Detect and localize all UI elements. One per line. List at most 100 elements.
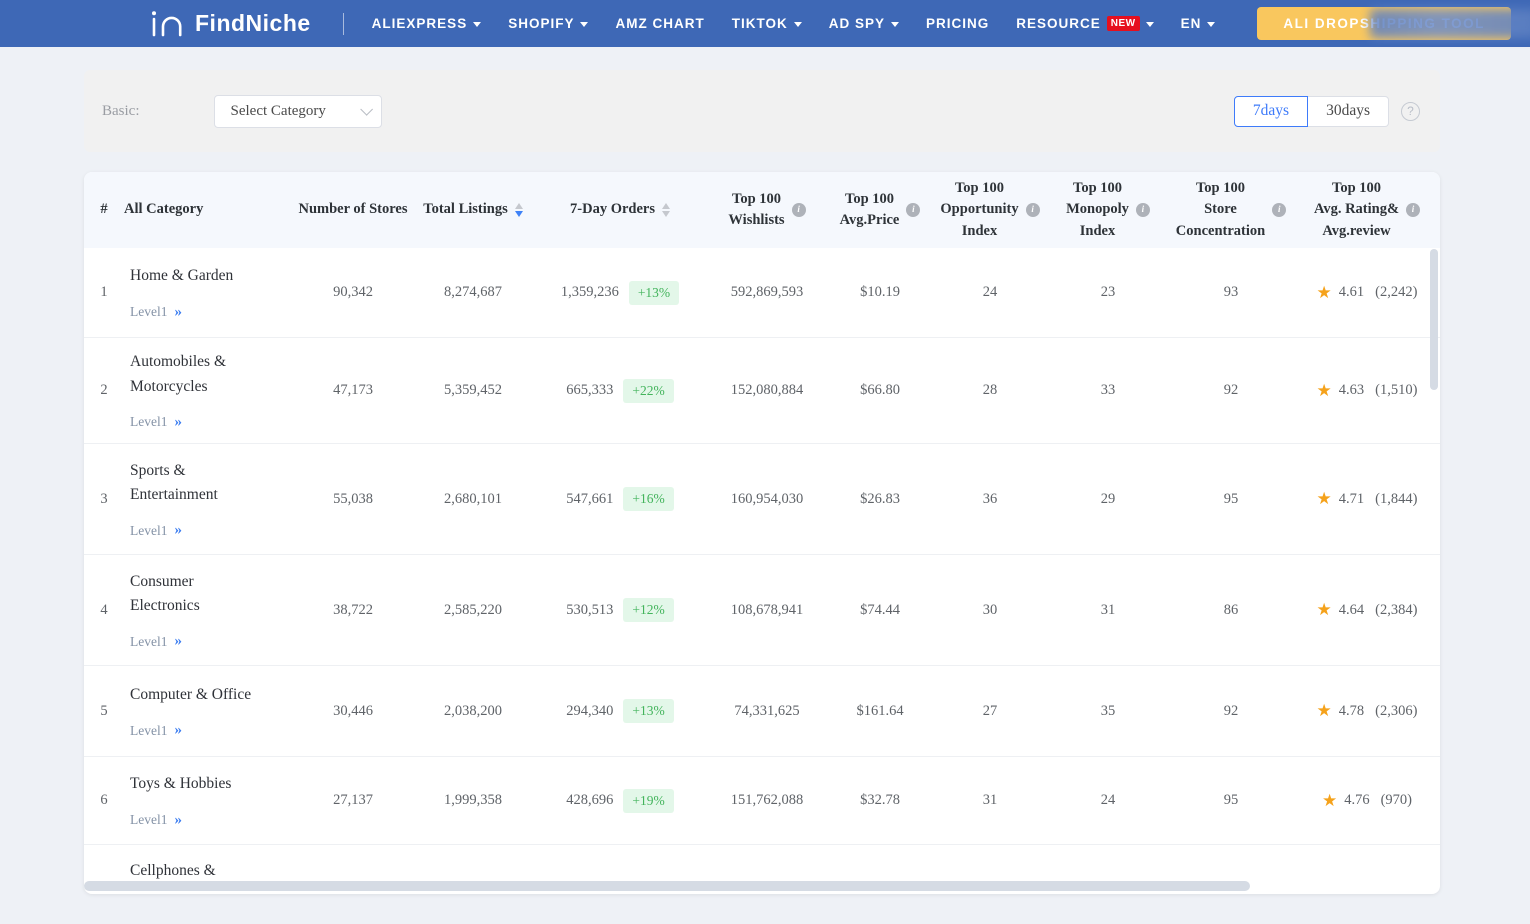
level-link[interactable]: Level1»: [130, 303, 182, 320]
findniche-logo[interactable]: FindNiche: [150, 10, 311, 37]
star-icon: ★: [1316, 701, 1332, 720]
growth-badge: +19%: [623, 788, 674, 813]
col-header-7-day-orders[interactable]: 7-Day Orders: [534, 172, 706, 248]
sort-icon[interactable]: [514, 203, 523, 217]
monopoly-cell: 24: [1100, 792, 1116, 808]
category-cell: Automobiles & Motorcycles Level1»: [124, 338, 294, 443]
new-badge: NEW: [1106, 16, 1140, 31]
nav-item-ad-spy[interactable]: AD SPY: [829, 16, 899, 31]
opportunity-cell: 27: [982, 702, 998, 719]
nav-item-shopify[interactable]: SHOPIFY: [508, 16, 589, 31]
stores-cell: 47,173: [333, 382, 373, 398]
category-name-link[interactable]: Sports & Entertainment: [130, 461, 218, 503]
star-icon: ★: [1316, 282, 1332, 302]
info-icon[interactable]: i: [906, 203, 921, 217]
category-name-link[interactable]: Home & Garden: [130, 267, 234, 285]
info-icon[interactable]: i: [1272, 203, 1287, 217]
category-cell: Computer & Office Level1»: [124, 666, 294, 756]
info-icon[interactable]: i: [1135, 203, 1150, 217]
col-header-number-of-stores: Number of Stores: [298, 201, 408, 218]
listings-cell: 2,585,220: [444, 601, 502, 618]
avg-price-cell: $74.44: [860, 601, 900, 618]
sort-icon[interactable]: [661, 203, 670, 217]
double-arrow-icon: »: [174, 522, 181, 539]
table-header-row: # All Category Number of Stores Total Li…: [84, 172, 1440, 248]
review-count: (2,242): [1375, 284, 1418, 300]
nav-menu: ALIEXPRESS SHOPIFY AMZ CHART TIKTOK AD S…: [372, 16, 1216, 31]
top-navbar: FindNiche ALIEXPRESS SHOPIFY AMZ CHART T…: [0, 0, 1530, 47]
level-link[interactable]: Level1»: [130, 522, 182, 539]
avg-price-cell: $32.78: [860, 792, 900, 808]
concentration-cell: 93: [1223, 284, 1239, 300]
rating-cell: ★ 4.64 (2,384): [1294, 555, 1440, 665]
review-count: (2,384): [1375, 601, 1418, 618]
wishlists-cell: 151,762,088: [730, 792, 804, 808]
nav-item-language[interactable]: EN: [1181, 16, 1216, 31]
nav-divider: [342, 12, 344, 35]
level-link[interactable]: Level1»: [130, 413, 182, 430]
double-arrow-icon: »: [174, 811, 181, 828]
opportunity-cell: 31: [982, 792, 998, 808]
monopoly-cell: 33: [1100, 382, 1116, 398]
category-name-link[interactable]: Consumer Electronics: [130, 572, 200, 614]
rank-cell: 1: [100, 284, 108, 300]
review-count: (2,306): [1375, 702, 1418, 719]
range-30days-button[interactable]: 30days: [1308, 95, 1389, 127]
nav-item-aliexpress[interactable]: ALIEXPRESS: [372, 16, 482, 31]
col-header-top100-avg-price: Top 100 Avg.Price i: [828, 172, 932, 248]
listings-cell: 5,359,452: [444, 382, 502, 398]
nav-item-pricing[interactable]: PRICING: [925, 16, 990, 31]
growth-badge: +13%: [628, 280, 680, 305]
category-cell: Consumer Electronics Level1»: [124, 555, 294, 665]
range-7days-button[interactable]: 7days: [1233, 95, 1309, 127]
chevron-down-icon: [1207, 22, 1216, 27]
col-header-total-listings[interactable]: Total Listings: [412, 172, 534, 248]
wishlists-cell: 74,331,625: [734, 702, 800, 719]
chevron-down-icon: [473, 22, 482, 27]
category-name-link[interactable]: Automobiles & Motorcycles: [130, 353, 227, 395]
help-icon[interactable]: ?: [1401, 101, 1420, 121]
table-row: 4 Consumer Electronics Level1» 38,722 2,…: [84, 555, 1440, 666]
category-name-link[interactable]: Computer & Office: [130, 685, 252, 703]
stores-cell: 90,342: [333, 284, 373, 300]
category-name-link[interactable]: Cellphones &: [130, 862, 216, 879]
growth-badge: +12%: [623, 598, 674, 622]
double-arrow-icon: »: [174, 303, 181, 320]
category-select[interactable]: Select Category: [213, 94, 382, 128]
col-header-top100-wishlists: Top 100 Wishlists i: [706, 172, 828, 248]
orders-cell: 428,696 +19%: [534, 757, 706, 844]
stores-cell: 27,137: [333, 792, 373, 808]
user-account-blurred[interactable]: [1370, 9, 1530, 38]
vertical-scrollbar[interactable]: [1430, 249, 1438, 390]
monopoly-cell: 31: [1100, 601, 1116, 618]
level-link[interactable]: Level1»: [130, 811, 182, 828]
stores-cell: 38,722: [333, 601, 373, 618]
info-icon[interactable]: i: [791, 203, 806, 217]
level-link[interactable]: Level1»: [130, 633, 182, 650]
horizontal-scrollbar[interactable]: [84, 881, 1250, 891]
star-icon: ★: [1316, 600, 1332, 619]
basic-label: Basic:: [102, 102, 140, 119]
stores-cell: 30,446: [333, 702, 373, 719]
nav-item-resource[interactable]: RESOURCE NEW: [1016, 16, 1154, 31]
col-header-top100-avg-rating-review: Top 100 Avg. Rating& Avg.review i: [1294, 172, 1440, 248]
double-arrow-icon: »: [174, 633, 181, 650]
category-name-link[interactable]: Toys & Hobbies: [130, 775, 232, 793]
filter-bar: Basic: Select Category 7days 30days ?: [84, 70, 1440, 152]
orders-cell: 665,333 +22%: [534, 338, 706, 443]
opportunity-cell: 24: [982, 284, 998, 300]
chevron-down-icon: [580, 22, 589, 27]
table-row: 2 Automobiles & Motorcycles Level1» 47,1…: [84, 338, 1440, 444]
nav-item-tiktok[interactable]: TIKTOK: [732, 16, 802, 31]
info-icon[interactable]: i: [1025, 203, 1040, 217]
rating-cell: ★ 4.71 (1,844): [1294, 444, 1440, 554]
category-cell: Toys & Hobbies Level1»: [124, 757, 294, 844]
nav-item-amz-chart[interactable]: AMZ CHART: [615, 16, 705, 31]
info-icon[interactable]: i: [1406, 203, 1421, 217]
avg-price-cell: $26.83: [860, 490, 900, 507]
monopoly-cell: 23: [1100, 284, 1116, 300]
table-row: 1 Home & Garden Level1» 90,342 8,274,687…: [84, 248, 1440, 338]
star-icon: ★: [1316, 489, 1332, 508]
level-link[interactable]: Level1»: [130, 722, 182, 738]
avg-price-cell: $161.64: [856, 702, 904, 719]
